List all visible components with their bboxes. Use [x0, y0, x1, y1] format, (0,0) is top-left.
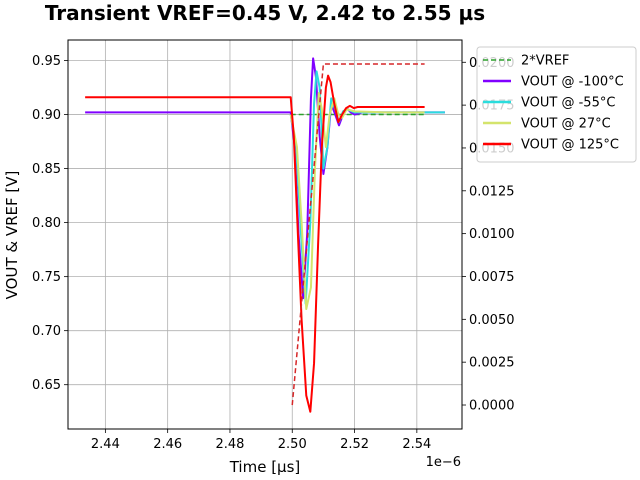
- y2-tick-label: 0.0050: [469, 313, 515, 328]
- y-tick-label: 0.95: [32, 54, 61, 69]
- x-tick-label: 2.52: [340, 437, 369, 452]
- y2-tick-label: 0.0125: [469, 184, 515, 199]
- x-axis-offset-label: 1e−6: [426, 455, 461, 470]
- y-tick-label: 0.70: [32, 324, 61, 339]
- y-tick-label: 0.75: [32, 270, 61, 285]
- y-axis-left: 0.65 0.70 0.75 0.80 0.85 0.90 0.95: [32, 54, 68, 393]
- x-axis: 2.44 2.46 2.48 2.50 2.52 2.54: [91, 429, 431, 452]
- legend: 2*VREF VOUT @ -100°C VOUT @ -55°C VOUT @ 27…: [476, 46, 637, 163]
- y-tick-label: 0.65: [32, 378, 61, 393]
- legend-box: [476, 46, 637, 163]
- vref-step-line: [291, 63, 425, 406]
- x-tick-label: 2.48: [215, 437, 244, 452]
- y-axis-label: VOUT & VREF [V]: [3, 171, 21, 300]
- chart-title: Transient VREF=0.45 V, 2.42 to 2.55 µs: [45, 1, 485, 25]
- series-line-1: [85, 57, 445, 300]
- grid: [68, 40, 462, 429]
- legend-label: VOUT @ 27°C: [521, 117, 611, 132]
- x-axis-label: Time [µs]: [229, 458, 301, 476]
- y-tick-label: 0.90: [32, 108, 61, 123]
- y2-tick-label: 0.0075: [469, 270, 515, 285]
- legend-label: VOUT @ -100°C: [521, 75, 624, 90]
- x-tick-label: 2.44: [91, 437, 120, 452]
- y2-tick-label: 0.0000: [469, 399, 515, 414]
- x-tick-label: 2.50: [278, 437, 307, 452]
- y2-tick-label: 0.0100: [469, 227, 515, 242]
- legend-label: 2*VREF: [521, 54, 569, 69]
- plot-frame: [67, 39, 463, 430]
- plot-lines: [85, 57, 445, 413]
- y-tick-label: 0.80: [32, 216, 61, 231]
- series-line-4: [85, 74, 425, 413]
- x-tick-label: 2.46: [153, 437, 182, 452]
- legend-label: VOUT @ -55°C: [521, 96, 615, 111]
- y2-tick-label: 0.0025: [469, 356, 515, 371]
- series-line-3: [289, 91, 425, 311]
- x-tick-label: 2.54: [402, 437, 431, 452]
- y-tick-label: 0.85: [32, 162, 61, 177]
- legend-label: VOUT @ 125°C: [521, 138, 619, 153]
